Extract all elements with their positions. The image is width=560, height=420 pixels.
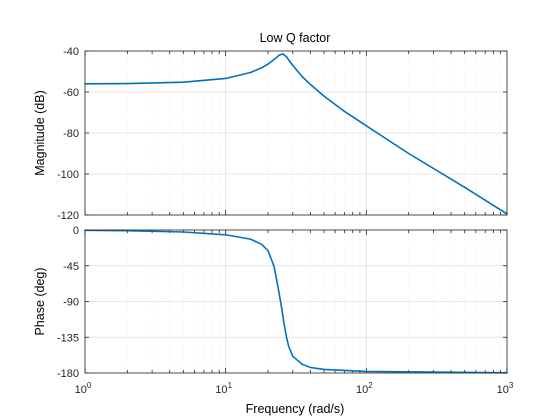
phase-plot: -180 -135 -90 -45 0 100 101 102 103 bbox=[57, 225, 514, 396]
magnitude-series-line bbox=[84, 53, 508, 215]
phase-axis-title: Phase (deg) bbox=[33, 267, 47, 335]
y-tick-label: -90 bbox=[63, 297, 79, 309]
axes-frame bbox=[84, 50, 508, 216]
phase-series-line bbox=[84, 229, 508, 374]
y-tick-label: 0 bbox=[73, 225, 79, 237]
magnitude-plot: -120 -100 -80 -60 -40 bbox=[57, 46, 508, 222]
y-tick-label: -40 bbox=[63, 46, 79, 58]
x-tick-label: 102 bbox=[356, 381, 373, 396]
x-axis-title: Frequency (rad/s) bbox=[246, 402, 345, 416]
y-tick-label: -135 bbox=[57, 332, 79, 344]
x-tick-label: 103 bbox=[497, 381, 514, 396]
x-tick-label: 101 bbox=[215, 381, 232, 396]
axes-frame bbox=[84, 229, 508, 374]
y-tick-label: -120 bbox=[57, 210, 79, 222]
y-tick-label: -60 bbox=[63, 87, 79, 99]
magnitude-axis-title: Magnitude (dB) bbox=[33, 90, 47, 175]
y-tick-label: -100 bbox=[57, 169, 79, 181]
y-tick-label: -180 bbox=[57, 368, 79, 380]
plot-title: Low Q factor bbox=[260, 31, 331, 45]
y-tick-label: -45 bbox=[63, 261, 79, 273]
y-tick-label: -80 bbox=[63, 128, 79, 140]
x-tick-label: 100 bbox=[75, 381, 92, 396]
